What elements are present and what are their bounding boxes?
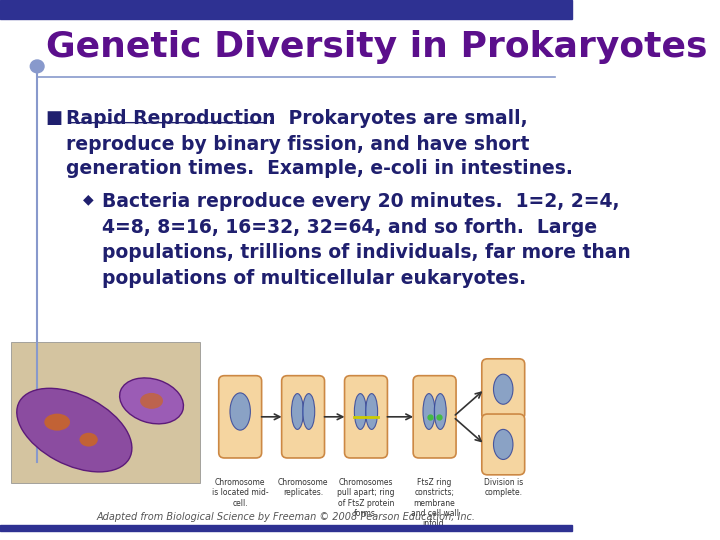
Text: ■: ■ bbox=[46, 109, 63, 127]
Text: populations of multicellular eukaryotes.: populations of multicellular eukaryotes. bbox=[102, 269, 526, 288]
Text: FtsZ ring
constricts;
membrane
and cell wall
infold.: FtsZ ring constricts; membrane and cell … bbox=[410, 478, 459, 529]
Bar bbox=[0, 0, 572, 18]
Text: populations, trillions of individuals, far more than: populations, trillions of individuals, f… bbox=[102, 243, 631, 262]
Text: Bacteria reproduce every 20 minutes.  1=2, 2=4,: Bacteria reproduce every 20 minutes. 1=2… bbox=[102, 192, 619, 211]
Text: 4=8, 8=16, 16=32, 32=64, and so forth.  Large: 4=8, 8=16, 16=32, 32=64, and so forth. L… bbox=[102, 218, 597, 237]
Ellipse shape bbox=[45, 414, 70, 430]
FancyBboxPatch shape bbox=[482, 414, 525, 475]
Ellipse shape bbox=[493, 429, 513, 460]
FancyBboxPatch shape bbox=[413, 376, 456, 458]
Ellipse shape bbox=[423, 394, 435, 429]
FancyBboxPatch shape bbox=[482, 359, 525, 420]
Bar bbox=[12, 342, 200, 483]
Ellipse shape bbox=[366, 394, 377, 429]
Text: :  Prokaryotes are small,: : Prokaryotes are small, bbox=[268, 109, 527, 128]
Bar bbox=[0, 524, 572, 531]
Ellipse shape bbox=[354, 394, 366, 429]
Circle shape bbox=[30, 60, 44, 73]
Ellipse shape bbox=[17, 388, 132, 472]
Ellipse shape bbox=[303, 394, 315, 429]
Ellipse shape bbox=[120, 378, 184, 424]
Ellipse shape bbox=[292, 394, 303, 429]
Ellipse shape bbox=[434, 394, 446, 429]
Text: Adapted from Biological Science by Freeman © 2008 Pearson Education, Inc.: Adapted from Biological Science by Freem… bbox=[96, 512, 475, 523]
FancyBboxPatch shape bbox=[345, 376, 387, 458]
Text: Chromosome
is located mid-
cell.: Chromosome is located mid- cell. bbox=[212, 478, 269, 508]
Text: ◆: ◆ bbox=[83, 192, 94, 206]
Ellipse shape bbox=[140, 393, 163, 409]
Ellipse shape bbox=[79, 433, 98, 447]
FancyBboxPatch shape bbox=[282, 376, 325, 458]
Ellipse shape bbox=[493, 374, 513, 404]
Text: Genetic Diversity in Prokaryotes: Genetic Diversity in Prokaryotes bbox=[46, 30, 707, 64]
Text: Chromosomes
pull apart; ring
of FtsZ protein
forms.: Chromosomes pull apart; ring of FtsZ pro… bbox=[337, 478, 395, 518]
FancyBboxPatch shape bbox=[219, 376, 261, 458]
Ellipse shape bbox=[230, 393, 251, 430]
Text: Chromosome
replicates.: Chromosome replicates. bbox=[278, 478, 328, 497]
Text: reproduce by binary fission, and have short: reproduce by binary fission, and have sh… bbox=[66, 136, 529, 154]
Text: generation times.  Example, e-coli in intestines.: generation times. Example, e-coli in int… bbox=[66, 159, 572, 178]
Text: Division is
complete.: Division is complete. bbox=[484, 478, 523, 497]
Text: Rapid Reproduction: Rapid Reproduction bbox=[66, 109, 275, 128]
